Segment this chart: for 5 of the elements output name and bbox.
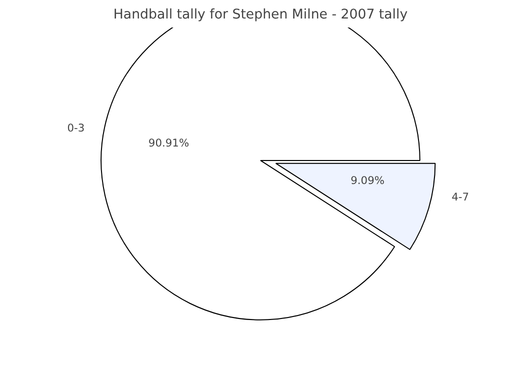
chart-title: Handball tally for Stephen Milne - 2007 tally [113,8,408,22]
data-label: 9.09% [350,174,384,188]
slice-label: 0-3 [67,121,85,134]
slice-label: 4-7 [452,190,470,204]
data-label: 90.91% [148,136,190,150]
